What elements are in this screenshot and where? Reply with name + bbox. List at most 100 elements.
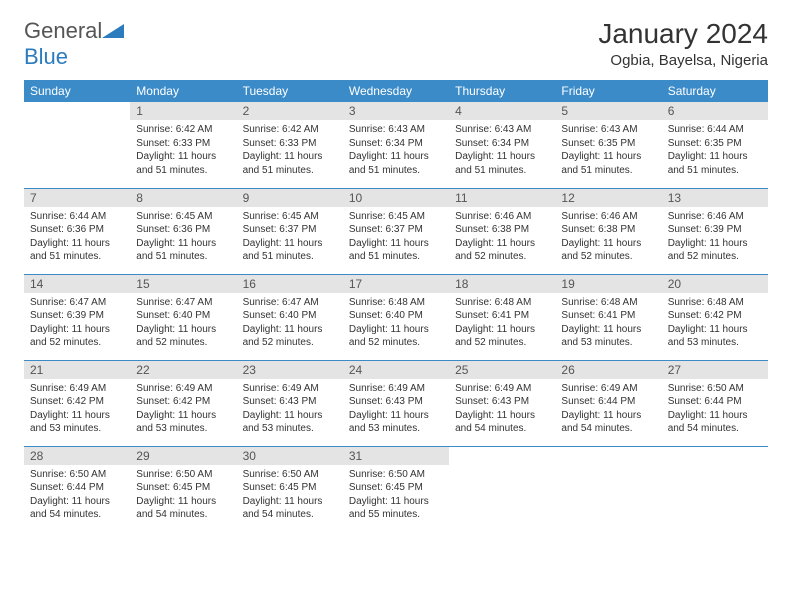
day-body: Sunrise: 6:50 AMSunset: 6:45 PMDaylight:…: [130, 465, 236, 526]
sunrise-line: Sunrise: 6:50 AM: [349, 469, 425, 480]
logo-word1: General: [24, 18, 102, 43]
sunset-line: Sunset: 6:40 PM: [349, 310, 423, 321]
day-body: Sunrise: 6:45 AMSunset: 6:37 PMDaylight:…: [343, 207, 449, 268]
sunset-line: Sunset: 6:40 PM: [136, 310, 210, 321]
sunrise-line: Sunrise: 6:45 AM: [349, 211, 425, 222]
daylight-line: Daylight: 11 hours and 52 minutes.: [455, 238, 535, 263]
logo-word2: Blue: [24, 44, 68, 69]
sunrise-line: Sunrise: 6:50 AM: [30, 469, 106, 480]
daylight-line: Daylight: 11 hours and 51 minutes.: [243, 151, 323, 176]
daylight-line: Daylight: 11 hours and 51 minutes.: [243, 238, 323, 263]
daylight-line: Daylight: 11 hours and 52 minutes.: [668, 238, 748, 263]
daylight-line: Daylight: 11 hours and 53 minutes.: [561, 324, 641, 349]
calendar-day-cell: 29Sunrise: 6:50 AMSunset: 6:45 PMDayligh…: [130, 446, 236, 532]
daylight-line: Daylight: 11 hours and 52 minutes.: [136, 324, 216, 349]
day-number: 11: [449, 189, 555, 207]
sunset-line: Sunset: 6:42 PM: [668, 310, 742, 321]
header: General Blue January 2024 Ogbia, Bayelsa…: [24, 18, 768, 70]
sunrise-line: Sunrise: 6:45 AM: [243, 211, 319, 222]
weekday-header: Monday: [130, 80, 236, 102]
sunset-line: Sunset: 6:39 PM: [30, 310, 104, 321]
location-text: Ogbia, Bayelsa, Nigeria: [598, 52, 768, 69]
daylight-line: Daylight: 11 hours and 51 minutes.: [349, 151, 429, 176]
calendar-week-row: 28Sunrise: 6:50 AMSunset: 6:44 PMDayligh…: [24, 446, 768, 532]
sunrise-line: Sunrise: 6:49 AM: [243, 383, 319, 394]
weekday-header: Friday: [555, 80, 661, 102]
calendar-week-row: 14 Sunrise: 6:47 AM Sunset: 6:39 PM Dayligh…: [24, 274, 768, 360]
day-body: Sunrise: 6:45 AMSunset: 6:36 PMDaylight:…: [130, 207, 236, 268]
day-number: 4: [449, 102, 555, 120]
daylight-line: Daylight: 11 hours and 51 minutes.: [136, 238, 216, 263]
sunrise-line: Sunrise: 6:42 AM: [243, 124, 319, 135]
calendar-day-cell: 27Sunrise: 6:50 AMSunset: 6:44 PMDayligh…: [662, 360, 768, 446]
calendar-day-cell: 18Sunrise: 6:48 AMSunset: 6:41 PMDayligh…: [449, 274, 555, 360]
calendar-day-cell: 12Sunrise: 6:46 AMSunset: 6:38 PMDayligh…: [555, 188, 661, 274]
day-number: 23: [237, 361, 343, 379]
day-number: 7: [24, 189, 130, 207]
daylight-line: Daylight: 11 hours and 51 minutes.: [668, 151, 748, 176]
day-body: Sunrise: 6:42 AMSunset: 6:33 PMDaylight:…: [130, 120, 236, 181]
calendar-day-cell: 31Sunrise: 6:50 AMSunset: 6:45 PMDayligh…: [343, 446, 449, 532]
calendar-day-cell: [449, 446, 555, 532]
day-body: Sunrise: 6:46 AMSunset: 6:39 PMDaylight:…: [662, 207, 768, 268]
day-body: Sunrise: 6:46 AMSunset: 6:38 PMDaylight:…: [555, 207, 661, 268]
daylight-line: Daylight: 11 hours and 51 minutes.: [136, 151, 216, 176]
calendar-day-cell: [555, 446, 661, 532]
calendar-day-cell: 24Sunrise: 6:49 AMSunset: 6:43 PMDayligh…: [343, 360, 449, 446]
day-number: 27: [662, 361, 768, 379]
sunrise-line: Sunrise: 6:43 AM: [455, 124, 531, 135]
calendar-week-row: 7Sunrise: 6:44 AMSunset: 6:36 PMDaylight…: [24, 188, 768, 274]
calendar-day-cell: 30Sunrise: 6:50 AMSunset: 6:45 PMDayligh…: [237, 446, 343, 532]
day-number: 3: [343, 102, 449, 120]
day-number: 30: [237, 447, 343, 465]
calendar-day-cell: 7Sunrise: 6:44 AMSunset: 6:36 PMDaylight…: [24, 188, 130, 274]
daylight-line: Daylight: 11 hours and 54 minutes.: [243, 496, 323, 521]
sunrise-line: Sunrise: 6:48 AM: [561, 297, 637, 308]
sunrise-line: Sunrise: 6:50 AM: [243, 469, 319, 480]
calendar-day-cell: 22Sunrise: 6:49 AMSunset: 6:42 PMDayligh…: [130, 360, 236, 446]
calendar-week-row: 21Sunrise: 6:49 AMSunset: 6:42 PMDayligh…: [24, 360, 768, 446]
sunrise-line: Sunrise: 6:44 AM: [668, 124, 744, 135]
calendar-day-cell: 19Sunrise: 6:48 AMSunset: 6:41 PMDayligh…: [555, 274, 661, 360]
daylight-line: Daylight: 11 hours and 54 minutes.: [455, 410, 535, 435]
daylight-line: Daylight: 11 hours and 53 minutes.: [668, 324, 748, 349]
daylight-line: Daylight: 11 hours and 53 minutes.: [30, 410, 110, 435]
day-body: Sunrise: 6:42 AMSunset: 6:33 PMDaylight:…: [237, 120, 343, 181]
day-number: 2: [237, 102, 343, 120]
day-body: Sunrise: 6:49 AMSunset: 6:42 PMDaylight:…: [130, 379, 236, 440]
weekday-header: Sunday: [24, 80, 130, 102]
calendar-week-row: 1Sunrise: 6:42 AMSunset: 6:33 PMDaylight…: [24, 102, 768, 188]
weekday-header: Wednesday: [343, 80, 449, 102]
daylight-line: Daylight: 11 hours and 52 minutes.: [561, 238, 641, 263]
day-body: Sunrise: 6:44 AMSunset: 6:36 PMDaylight:…: [24, 207, 130, 268]
calendar-day-cell: 2Sunrise: 6:42 AMSunset: 6:33 PMDaylight…: [237, 102, 343, 188]
triangle-icon: [102, 18, 124, 44]
day-number: 21: [24, 361, 130, 379]
calendar-day-cell: 15Sunrise: 6:47 AMSunset: 6:40 PMDayligh…: [130, 274, 236, 360]
day-number: 20: [662, 275, 768, 293]
day-number: 14: [24, 275, 130, 293]
day-number: 28: [24, 447, 130, 465]
sunset-line: Sunset: 6:44 PM: [668, 396, 742, 407]
sunset-line: Sunset: 6:37 PM: [243, 224, 317, 235]
calendar-day-cell: 5Sunrise: 6:43 AMSunset: 6:35 PMDaylight…: [555, 102, 661, 188]
calendar-day-cell: 13Sunrise: 6:46 AMSunset: 6:39 PMDayligh…: [662, 188, 768, 274]
sunrise-line: Sunrise: 6:47 AM: [136, 297, 212, 308]
day-body: Sunrise: 6:47 AM Sunset: 6:40 PM Daylight:…: [130, 293, 236, 354]
daylight-line: Daylight: 11 hours and 51 minutes.: [349, 238, 429, 263]
day-body: Sunrise: 6:49 AMSunset: 6:42 PMDaylight:…: [24, 379, 130, 440]
sunset-line: Sunset: 6:38 PM: [455, 224, 529, 235]
day-number: 5: [555, 102, 661, 120]
day-number: 9: [237, 189, 343, 207]
day-body: Sunrise: 6:47 AMSunset: 6:40 PMDaylight:…: [237, 293, 343, 354]
day-number: 24: [343, 361, 449, 379]
calendar-day-cell: 21Sunrise: 6:49 AMSunset: 6:42 PMDayligh…: [24, 360, 130, 446]
daylight-line: Daylight: 11 hours and 54 minutes.: [30, 496, 110, 521]
calendar-day-cell: 20Sunrise: 6:48 AMSunset: 6:42 PMDayligh…: [662, 274, 768, 360]
daylight-line: Daylight: 11 hours and 54 minutes.: [668, 410, 748, 435]
day-number: 22: [130, 361, 236, 379]
day-number: 10: [343, 189, 449, 207]
day-number: 16: [237, 275, 343, 293]
sunset-line: Sunset: 6:41 PM: [561, 310, 635, 321]
calendar-day-cell: 10Sunrise: 6:45 AMSunset: 6:37 PMDayligh…: [343, 188, 449, 274]
